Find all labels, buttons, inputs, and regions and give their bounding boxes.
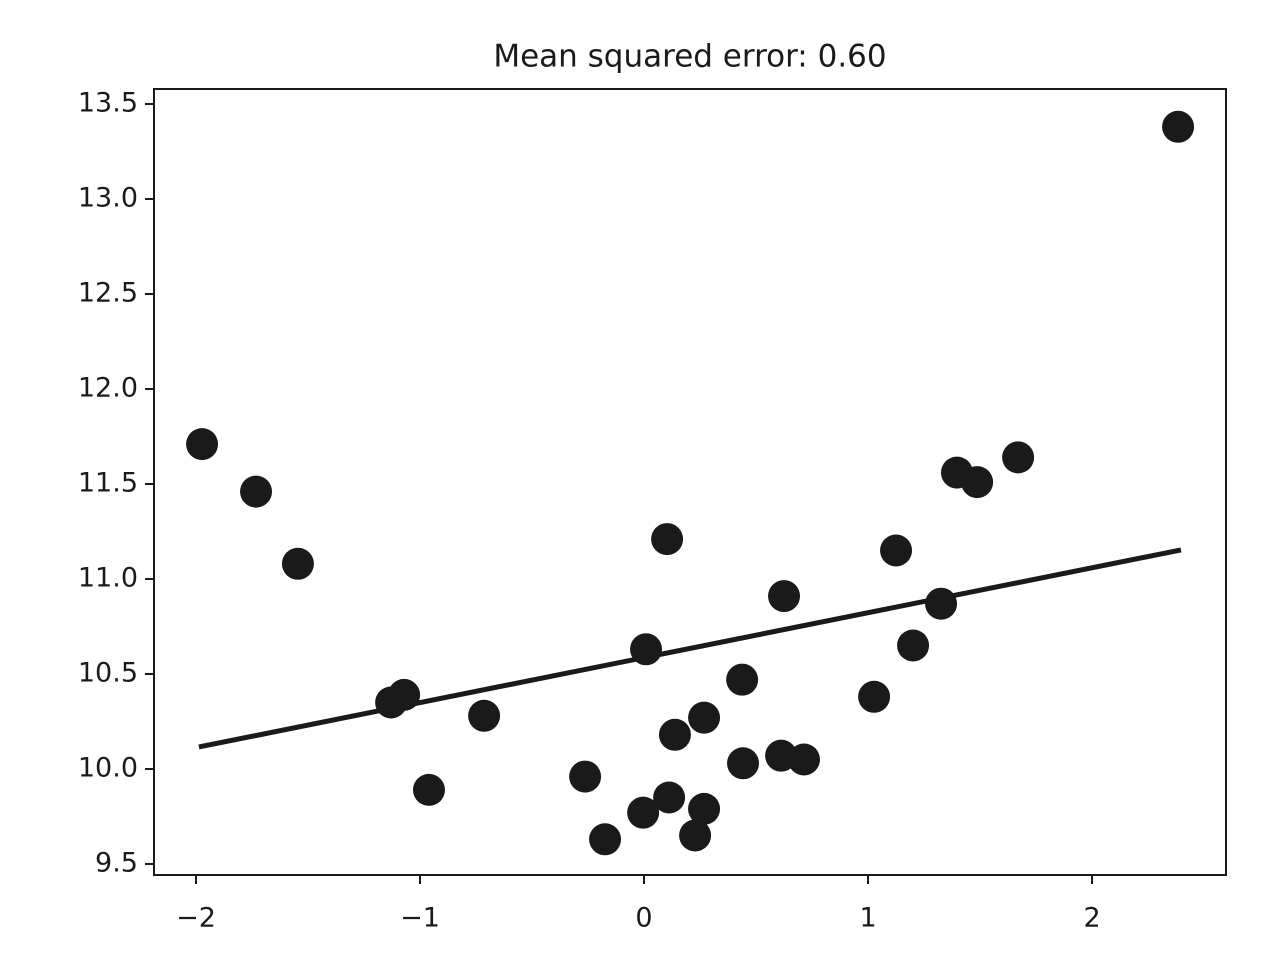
y-tick-label: 11.0 [78, 562, 138, 593]
data-point [468, 699, 501, 732]
x-tick-label: 1 [859, 903, 876, 934]
data-point [653, 781, 686, 814]
y-tick-label: 9.5 [95, 847, 138, 878]
y-tick-label: 10.5 [78, 657, 138, 688]
data-point [858, 680, 891, 713]
data-point [281, 547, 314, 580]
data-point [679, 819, 712, 852]
data-point [925, 587, 958, 620]
data-point [627, 796, 660, 829]
data-point [1002, 441, 1035, 474]
data-point [768, 580, 801, 613]
x-tick-label: −1 [400, 903, 440, 934]
data-point [651, 523, 684, 556]
data-point [880, 534, 913, 567]
plot-frame [153, 88, 1227, 876]
data-point [961, 466, 994, 499]
y-tick-label: 13.0 [78, 183, 138, 214]
data-point [658, 718, 691, 751]
x-tick-label: −2 [176, 903, 216, 934]
data-point [688, 701, 721, 734]
data-point [727, 747, 760, 780]
x-tick-label: 0 [635, 903, 652, 934]
regression-line [198, 547, 1182, 750]
x-tick-label: 2 [1083, 903, 1100, 934]
y-tick-label: 12.5 [78, 278, 138, 309]
data-point [897, 629, 930, 662]
y-tick-label: 10.0 [78, 752, 138, 783]
chart-title: Mean squared error: 0.60 [493, 39, 886, 75]
y-tick-label: 11.5 [78, 467, 138, 498]
y-tick-label: 13.5 [78, 88, 138, 119]
data-point [186, 428, 219, 461]
data-point [1162, 110, 1195, 143]
data-point [589, 823, 622, 856]
data-point [688, 792, 721, 825]
data-point [412, 773, 445, 806]
data-point [240, 475, 273, 508]
data-point [630, 633, 663, 666]
data-point [569, 760, 602, 793]
y-tick-label: 12.0 [78, 372, 138, 403]
data-point [726, 663, 759, 696]
data-point [787, 743, 820, 776]
data-point [388, 678, 421, 711]
